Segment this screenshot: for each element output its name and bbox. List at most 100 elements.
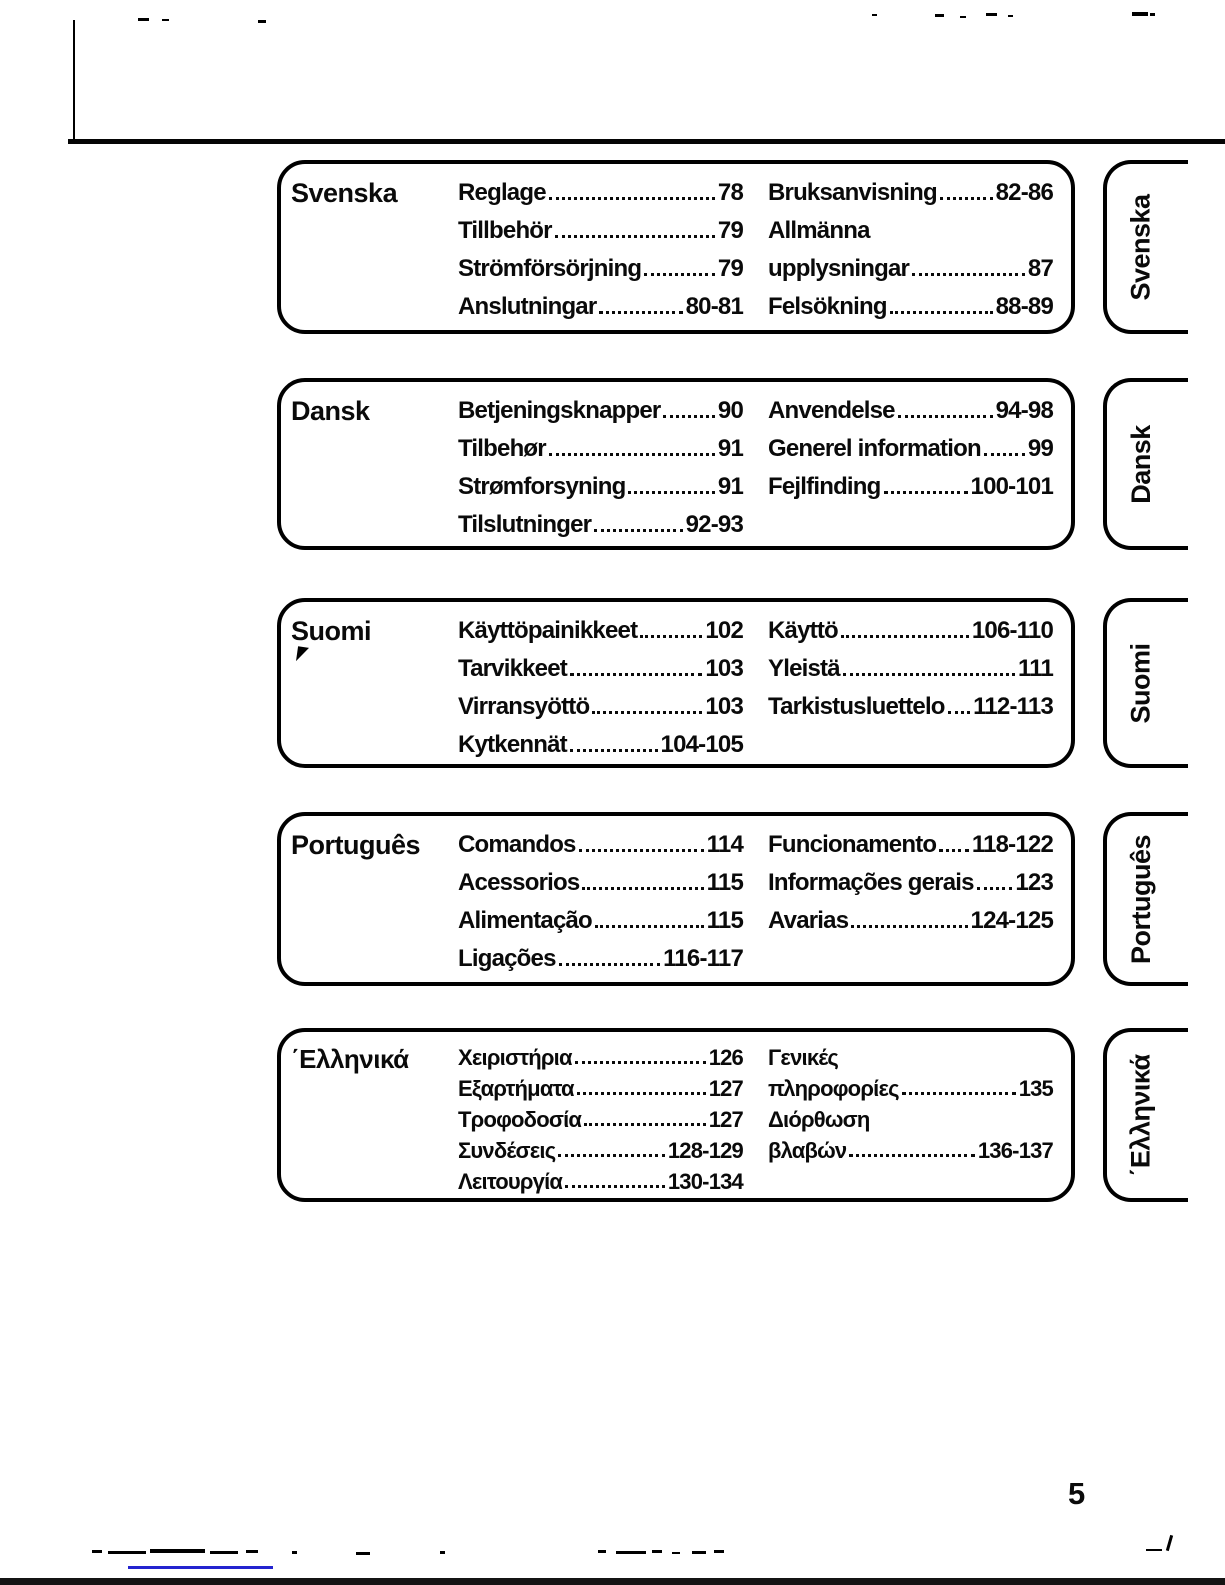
- toc-entry-pages: 94-98: [995, 397, 1054, 424]
- tab-label-wrap: Svenska: [1107, 164, 1188, 330]
- toc-column: Γενικές πληροφορίες 135 Διόρθωση βλαβών 136-1…: [768, 1042, 1054, 1198]
- scan-artifact-dash: [872, 14, 877, 16]
- toc-entry-label: Allmänna: [768, 217, 870, 244]
- tab-label-wrap: Dansk: [1107, 382, 1188, 546]
- toc-entry-pages: 127: [708, 1107, 744, 1132]
- toc-entry-label: Λειτουργία: [458, 1169, 563, 1194]
- dot-leader: [558, 1135, 665, 1157]
- tab-label: Svenska: [1126, 193, 1156, 301]
- toc-entry: upplysningar 87: [768, 250, 1054, 288]
- language-tab-ellinika: ΄Ελληνικά: [1103, 1028, 1188, 1202]
- toc-entry-label: Ligações: [458, 945, 556, 972]
- dot-leader: [883, 468, 968, 494]
- toc-entry-label: Fejlfinding: [768, 473, 881, 500]
- toc-entry-pages: 104-105: [660, 731, 744, 758]
- toc-entry-label: Virransyöttö: [458, 693, 590, 720]
- language-section-suomi: Suomi Käyttöpainikkeet 102 Tarvikkeet 103 Vir…: [277, 598, 1075, 768]
- toc-entry: Strömförsörjning 79: [458, 250, 744, 288]
- toc-entry: Ligações 116-117: [458, 940, 744, 978]
- scan-artifact-dash: [616, 1551, 646, 1554]
- dot-leader: [576, 1073, 706, 1095]
- toc-entry-label: Διόρθωση: [768, 1107, 870, 1132]
- language-tab-suomi: Suomi: [1103, 598, 1188, 768]
- dot-leader: [584, 1104, 706, 1126]
- dot-leader: [569, 650, 703, 676]
- toc-entry-pages: 91: [717, 435, 744, 462]
- toc-entry-pages: 127: [708, 1076, 744, 1101]
- scan-artifact-dash: [210, 1551, 238, 1554]
- language-tab-svenska: Svenska: [1103, 160, 1188, 334]
- toc-entry: βλαβών 136-137: [768, 1135, 1054, 1166]
- toc-entry: Bruksanvisning 82-86: [768, 174, 1054, 212]
- dot-leader: [574, 1042, 706, 1064]
- language-section-ellinika: ΄Ελληνικά Χειριστήρια 126 Εξαρτήματα 127 Τροφ…: [277, 1028, 1075, 1202]
- dot-leader: [548, 430, 715, 456]
- dot-leader: [947, 688, 971, 714]
- dot-leader: [569, 726, 658, 752]
- dot-leader: [901, 1073, 1016, 1095]
- toc-entry: Γενικές: [768, 1042, 1053, 1073]
- toc-entry-label: Generel information: [768, 435, 982, 462]
- toc-entry-label: Tillbehör: [458, 217, 553, 244]
- toc-entry: Generel information 99: [768, 430, 1054, 468]
- toc-entry-pages: 102: [705, 617, 743, 644]
- toc-entry-label: Strømforsyning: [458, 473, 626, 500]
- toc-entry: Reglage 78: [458, 174, 744, 212]
- toc-columns: Χειριστήρια 126 Εξαρτήματα 127 Τροφοδοσία 127…: [458, 1042, 1054, 1198]
- tab-label-wrap: Suomi: [1107, 602, 1188, 764]
- toc-entry-label: Εξαρτήματα: [458, 1076, 575, 1101]
- toc-entry: Alimentação 115: [458, 902, 744, 940]
- section-language-heading: ΄Ελληνικά: [291, 1044, 409, 1074]
- toc-entry-label: Tilbehør: [458, 435, 547, 462]
- toc-entry-label: Anvendelse: [768, 397, 896, 424]
- scan-artifact-dash: [1132, 12, 1148, 16]
- scan-artifact-dash: [162, 19, 169, 21]
- toc-entry-label: Tilslutninger: [458, 511, 592, 538]
- dot-leader: [840, 612, 969, 638]
- dot-leader: [889, 288, 993, 314]
- scan-artifact-cursor-blot: [296, 646, 309, 663]
- toc-entry: Funcionamento 118-122: [768, 826, 1054, 864]
- scan-artifact-dash: [1146, 1549, 1162, 1551]
- dot-leader: [849, 1135, 975, 1157]
- dot-leader: [851, 902, 968, 928]
- dot-leader: [897, 392, 993, 418]
- toc-entry-pages: 79: [717, 217, 744, 244]
- section-language-heading: Svenska: [291, 178, 398, 208]
- dot-leader: [939, 826, 969, 852]
- toc-entry-label: πληροφορίες: [768, 1076, 900, 1101]
- toc-entry-label: Funcionamento: [768, 831, 937, 858]
- toc-entry: Betjeningsknapper 90: [458, 392, 744, 430]
- toc-entry: Εξαρτήματα 127: [458, 1073, 744, 1104]
- toc-entry-label: Anslutningar: [458, 293, 597, 320]
- toc-entry-label: Felsökning: [768, 293, 887, 320]
- toc-entry-pages: 100-101: [970, 473, 1054, 500]
- scan-artifact-dash: [246, 1550, 258, 1553]
- toc-columns: Betjeningsknapper 90 Tilbehør 91 Strømforsyn…: [458, 392, 1054, 546]
- scan-artifact-dash: [598, 1550, 606, 1553]
- toc-entry: Käyttöpainikkeet 102: [458, 612, 744, 650]
- section-language-heading: Português: [291, 830, 421, 860]
- dot-leader: [592, 688, 703, 714]
- section-language-heading: Suomi: [291, 616, 372, 646]
- toc-entry: Συνδέσεις 128-129: [458, 1135, 744, 1166]
- tab-label-wrap: Português: [1107, 816, 1188, 982]
- scan-artifact-dash: [1008, 15, 1013, 17]
- toc-entry-pages: 80-81: [685, 293, 744, 320]
- toc-entry-label: Alimentação: [458, 907, 593, 934]
- dot-leader: [578, 826, 704, 852]
- dot-leader: [663, 392, 715, 418]
- toc-entry-label: Bruksanvisning: [768, 179, 938, 206]
- scan-artifact-dash: [692, 1551, 706, 1554]
- toc-entry: Yleistä 111: [768, 650, 1054, 688]
- dot-leader: [565, 1166, 665, 1188]
- dot-leader: [628, 468, 715, 494]
- dot-leader: [594, 506, 683, 532]
- toc-entry-pages: 115: [706, 907, 744, 934]
- toc-entry-pages: 103: [705, 693, 743, 720]
- toc-entry-pages: 79: [717, 255, 744, 282]
- scan-artifact-dash: [1150, 13, 1155, 16]
- toc-entry-pages: 112-113: [973, 693, 1054, 720]
- scan-artifact-top-rule: [68, 139, 1225, 144]
- dot-leader: [582, 864, 704, 890]
